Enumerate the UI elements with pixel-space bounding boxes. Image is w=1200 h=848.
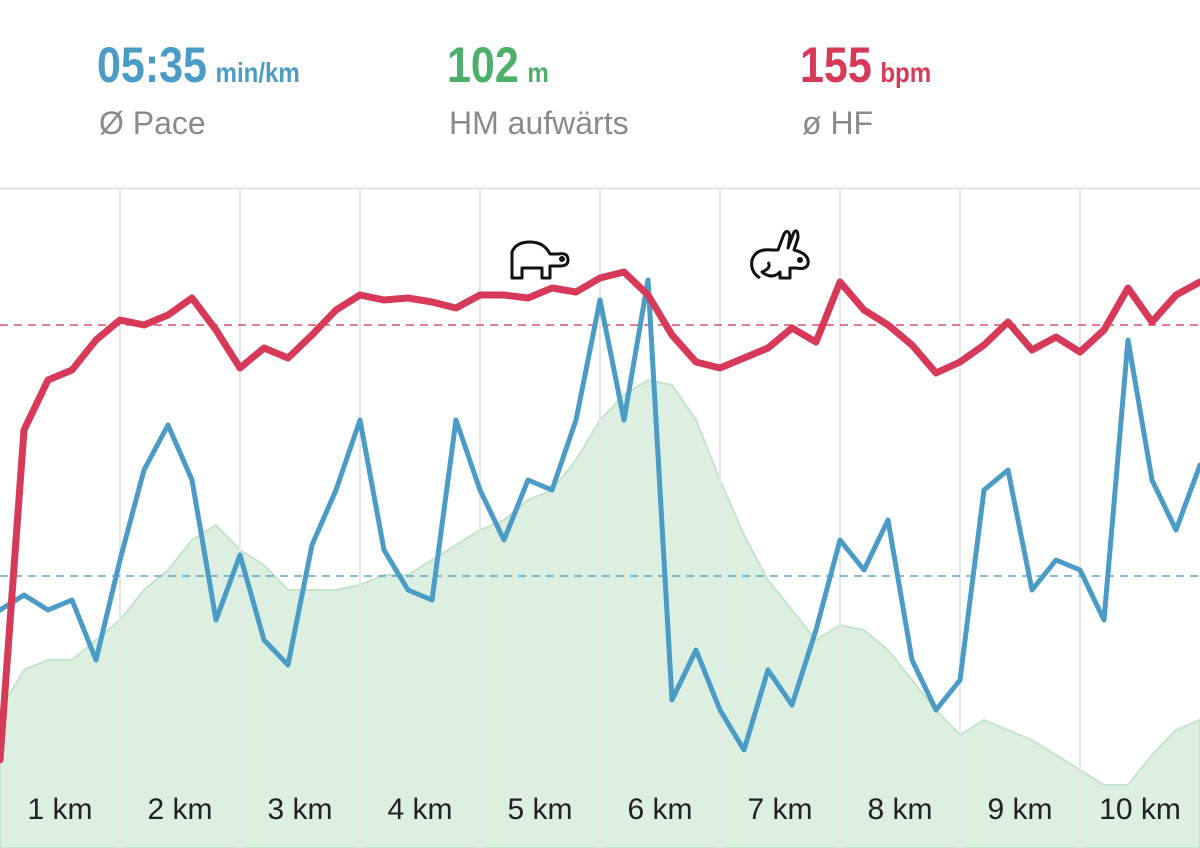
stat-number: 155 <box>800 37 872 93</box>
stat-unit: bpm <box>880 56 931 88</box>
x-tick-label: 8 km <box>867 793 932 826</box>
turtle-icon <box>510 240 570 280</box>
x-tick-label: 1 km <box>27 793 92 826</box>
stat-number: 102 <box>447 37 519 93</box>
stat-value: 102 m <box>447 37 549 93</box>
heart-rate-line <box>0 268 1200 764</box>
stat-value: 05:35 min/km <box>97 37 300 93</box>
x-tick-label: 6 km <box>627 793 692 826</box>
stat-label: Ø Pace <box>99 105 206 141</box>
x-tick-label: 9 km <box>987 793 1052 826</box>
stat-value: 155 bpm <box>800 37 931 93</box>
x-tick-label: 4 km <box>387 793 452 826</box>
x-tick-label: 3 km <box>267 793 332 826</box>
x-tick-label: 2 km <box>147 793 212 826</box>
x-tick-label: 7 km <box>747 793 812 826</box>
x-tick-label: 5 km <box>507 793 572 826</box>
stat-number: 05:35 <box>97 37 207 93</box>
stat-label: HM aufwärts <box>449 105 629 141</box>
rabbit-icon <box>750 229 810 280</box>
x-tick-label: 10 km <box>1099 793 1181 826</box>
stat: 102 m HM aufwärts <box>447 37 629 141</box>
stat-unit: m <box>527 56 548 88</box>
stat-unit: min/km <box>216 56 300 88</box>
pace-line <box>0 277 1200 753</box>
stat: 05:35 min/km Ø Pace <box>97 37 300 141</box>
plot: 1 km 2 km 3 km 4 km 5 km 6 km 7 km 8 km 9 km 10 k… <box>0 190 1200 848</box>
stat-label: ø HF <box>802 105 873 141</box>
